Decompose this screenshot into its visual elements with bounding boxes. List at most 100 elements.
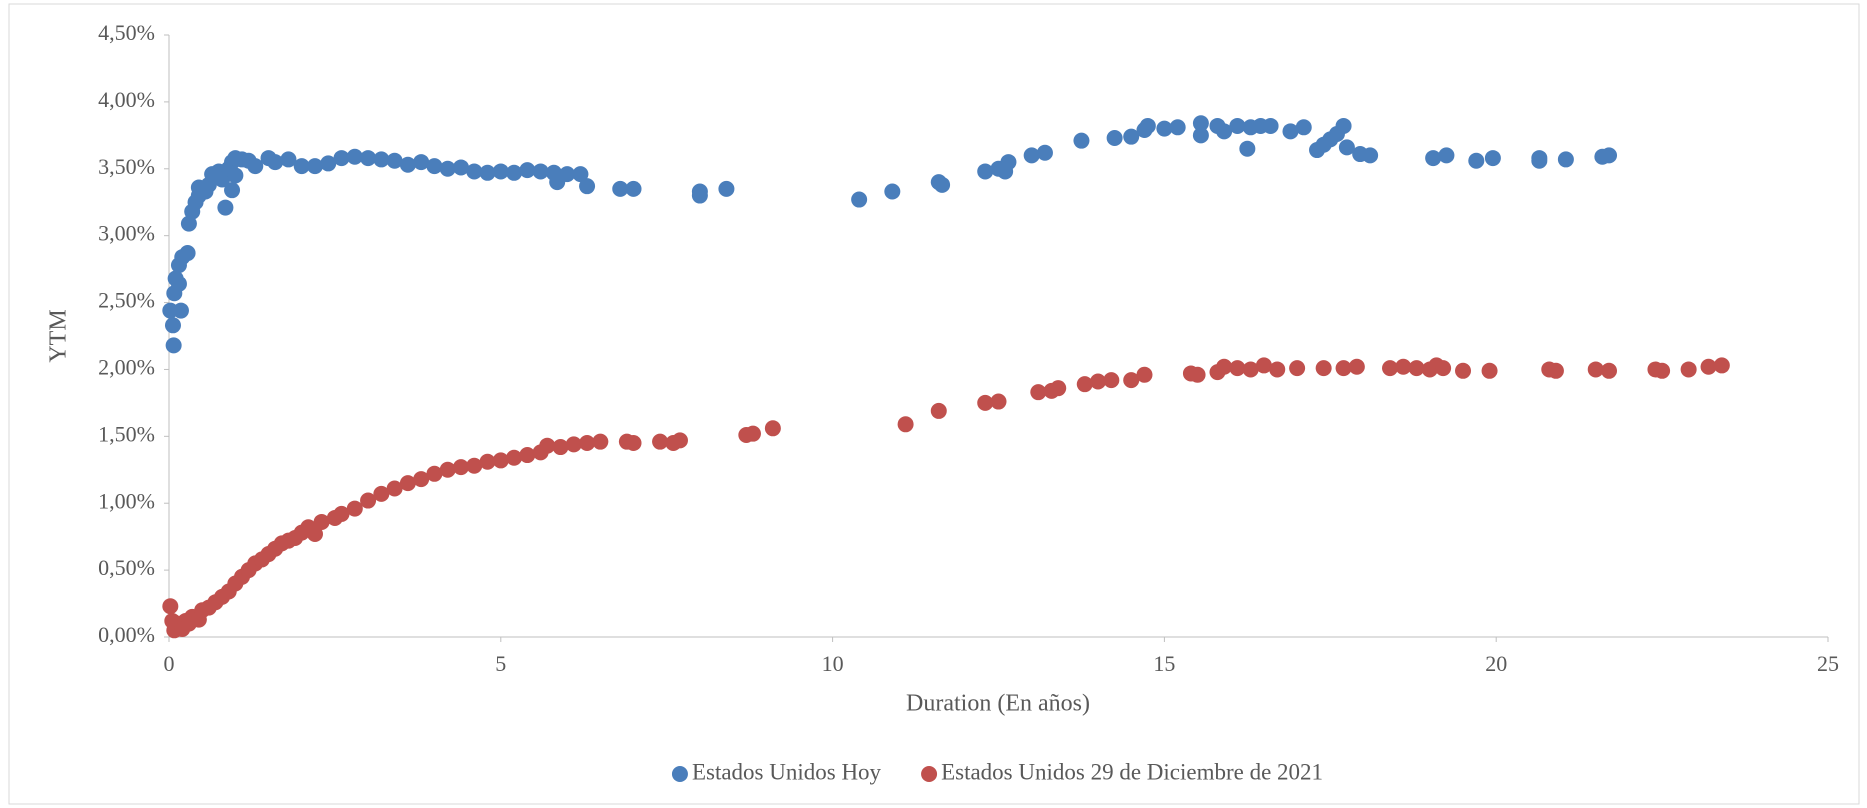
scatter-point bbox=[360, 150, 377, 167]
scatter-point bbox=[1395, 358, 1412, 375]
y-tick-label: 1,00% bbox=[98, 488, 155, 513]
scatter-point bbox=[306, 158, 323, 175]
scatter-point bbox=[532, 163, 549, 180]
scatter-point bbox=[346, 148, 363, 165]
scatter-point bbox=[386, 480, 403, 497]
scatter-point bbox=[559, 166, 576, 183]
scatter-point bbox=[320, 155, 337, 172]
scatter-point bbox=[1000, 154, 1017, 171]
scatter-point bbox=[519, 447, 536, 464]
scatter-point bbox=[1601, 147, 1618, 164]
scatter-point bbox=[386, 152, 403, 169]
scatter-point bbox=[1050, 380, 1067, 397]
scatter-point bbox=[1335, 360, 1352, 377]
scatter-point bbox=[306, 525, 323, 542]
y-tick-label: 3,50% bbox=[98, 154, 155, 179]
scatter-point bbox=[1229, 360, 1246, 377]
scatter-point bbox=[1680, 361, 1697, 378]
scatter-point bbox=[1315, 360, 1332, 377]
scatter-point bbox=[492, 452, 509, 469]
scatter-point bbox=[977, 394, 994, 411]
scatter-point bbox=[1338, 139, 1355, 156]
scatter-point bbox=[1713, 357, 1730, 374]
scatter-point bbox=[1090, 373, 1107, 390]
scatter-point bbox=[1438, 147, 1455, 164]
scatter-point bbox=[744, 425, 761, 442]
scatter-point bbox=[466, 163, 483, 180]
scatter-point bbox=[572, 166, 589, 183]
y-tick-label: 0,00% bbox=[98, 622, 155, 647]
scatter-point bbox=[934, 176, 951, 193]
scatter-point bbox=[452, 159, 469, 176]
scatter-point bbox=[492, 163, 509, 180]
scatter-point bbox=[399, 475, 416, 492]
legend-label: Estados Unidos 29 de Diciembre de 2021 bbox=[941, 759, 1323, 784]
scatter-point bbox=[413, 471, 430, 488]
scatter-point bbox=[1073, 132, 1090, 149]
scatter-point bbox=[565, 436, 582, 453]
scatter-point bbox=[399, 156, 416, 173]
scatter-point bbox=[413, 154, 430, 171]
scatter-point bbox=[1335, 117, 1352, 134]
scatter-point bbox=[333, 150, 350, 167]
scatter-point bbox=[1408, 360, 1425, 377]
scatter-point bbox=[1169, 119, 1186, 136]
scatter-point bbox=[625, 435, 642, 452]
scatter-point bbox=[267, 154, 284, 171]
scatter-point bbox=[224, 182, 241, 199]
scatter-point bbox=[1103, 372, 1120, 389]
scatter-point bbox=[426, 158, 443, 175]
scatter-point bbox=[1601, 362, 1618, 379]
scatter-point bbox=[1239, 140, 1256, 157]
scatter-point bbox=[718, 180, 735, 197]
scatter-point bbox=[172, 302, 189, 319]
scatter-point bbox=[439, 461, 456, 478]
scatter-point bbox=[1557, 151, 1574, 168]
scatter-point bbox=[247, 158, 264, 175]
scatter-point bbox=[1455, 362, 1472, 379]
scatter-point bbox=[1189, 366, 1206, 383]
scatter-point bbox=[1030, 384, 1047, 401]
y-tick-label: 3,00% bbox=[98, 221, 155, 246]
x-tick-label: 20 bbox=[1485, 651, 1507, 676]
scatter-point bbox=[764, 420, 781, 437]
scatter-point bbox=[579, 178, 596, 195]
scatter-point bbox=[1139, 117, 1156, 134]
scatter-point bbox=[439, 160, 456, 177]
scatter-point bbox=[506, 164, 523, 181]
scatter-point bbox=[313, 513, 330, 530]
scatter-point bbox=[1700, 358, 1717, 375]
scatter-point bbox=[1192, 127, 1209, 144]
scatter-point bbox=[165, 337, 182, 354]
y-tick-label: 1,50% bbox=[98, 421, 155, 446]
scatter-point bbox=[1123, 372, 1140, 389]
y-tick-label: 2,00% bbox=[98, 354, 155, 379]
scatter-point bbox=[1484, 150, 1501, 167]
scatter-point bbox=[930, 402, 947, 419]
scatter-point bbox=[592, 433, 609, 450]
scatter-point bbox=[1242, 361, 1259, 378]
scatter-point bbox=[1229, 117, 1246, 134]
scatter-point bbox=[170, 275, 187, 292]
scatter-point bbox=[373, 485, 390, 502]
scatter-point bbox=[1289, 360, 1306, 377]
x-tick-label: 10 bbox=[822, 651, 844, 676]
scatter-point bbox=[1106, 130, 1123, 147]
scatter-point bbox=[179, 245, 196, 262]
scatter-point bbox=[1587, 361, 1604, 378]
scatter-point bbox=[227, 167, 244, 184]
scatter-point bbox=[1123, 128, 1140, 145]
scatter-point bbox=[691, 187, 708, 204]
scatter-point bbox=[519, 162, 536, 179]
legend-label: Estados Unidos Hoy bbox=[692, 759, 882, 784]
scatter-point bbox=[1295, 119, 1312, 136]
scatter-point bbox=[1531, 150, 1548, 167]
scatter-point bbox=[1076, 376, 1093, 393]
x-tick-label: 0 bbox=[164, 651, 175, 676]
scatter-point bbox=[1282, 123, 1299, 140]
scatter-point bbox=[884, 183, 901, 200]
scatter-point bbox=[293, 158, 310, 175]
scatter-point bbox=[1269, 361, 1286, 378]
scatter-point bbox=[1547, 362, 1564, 379]
